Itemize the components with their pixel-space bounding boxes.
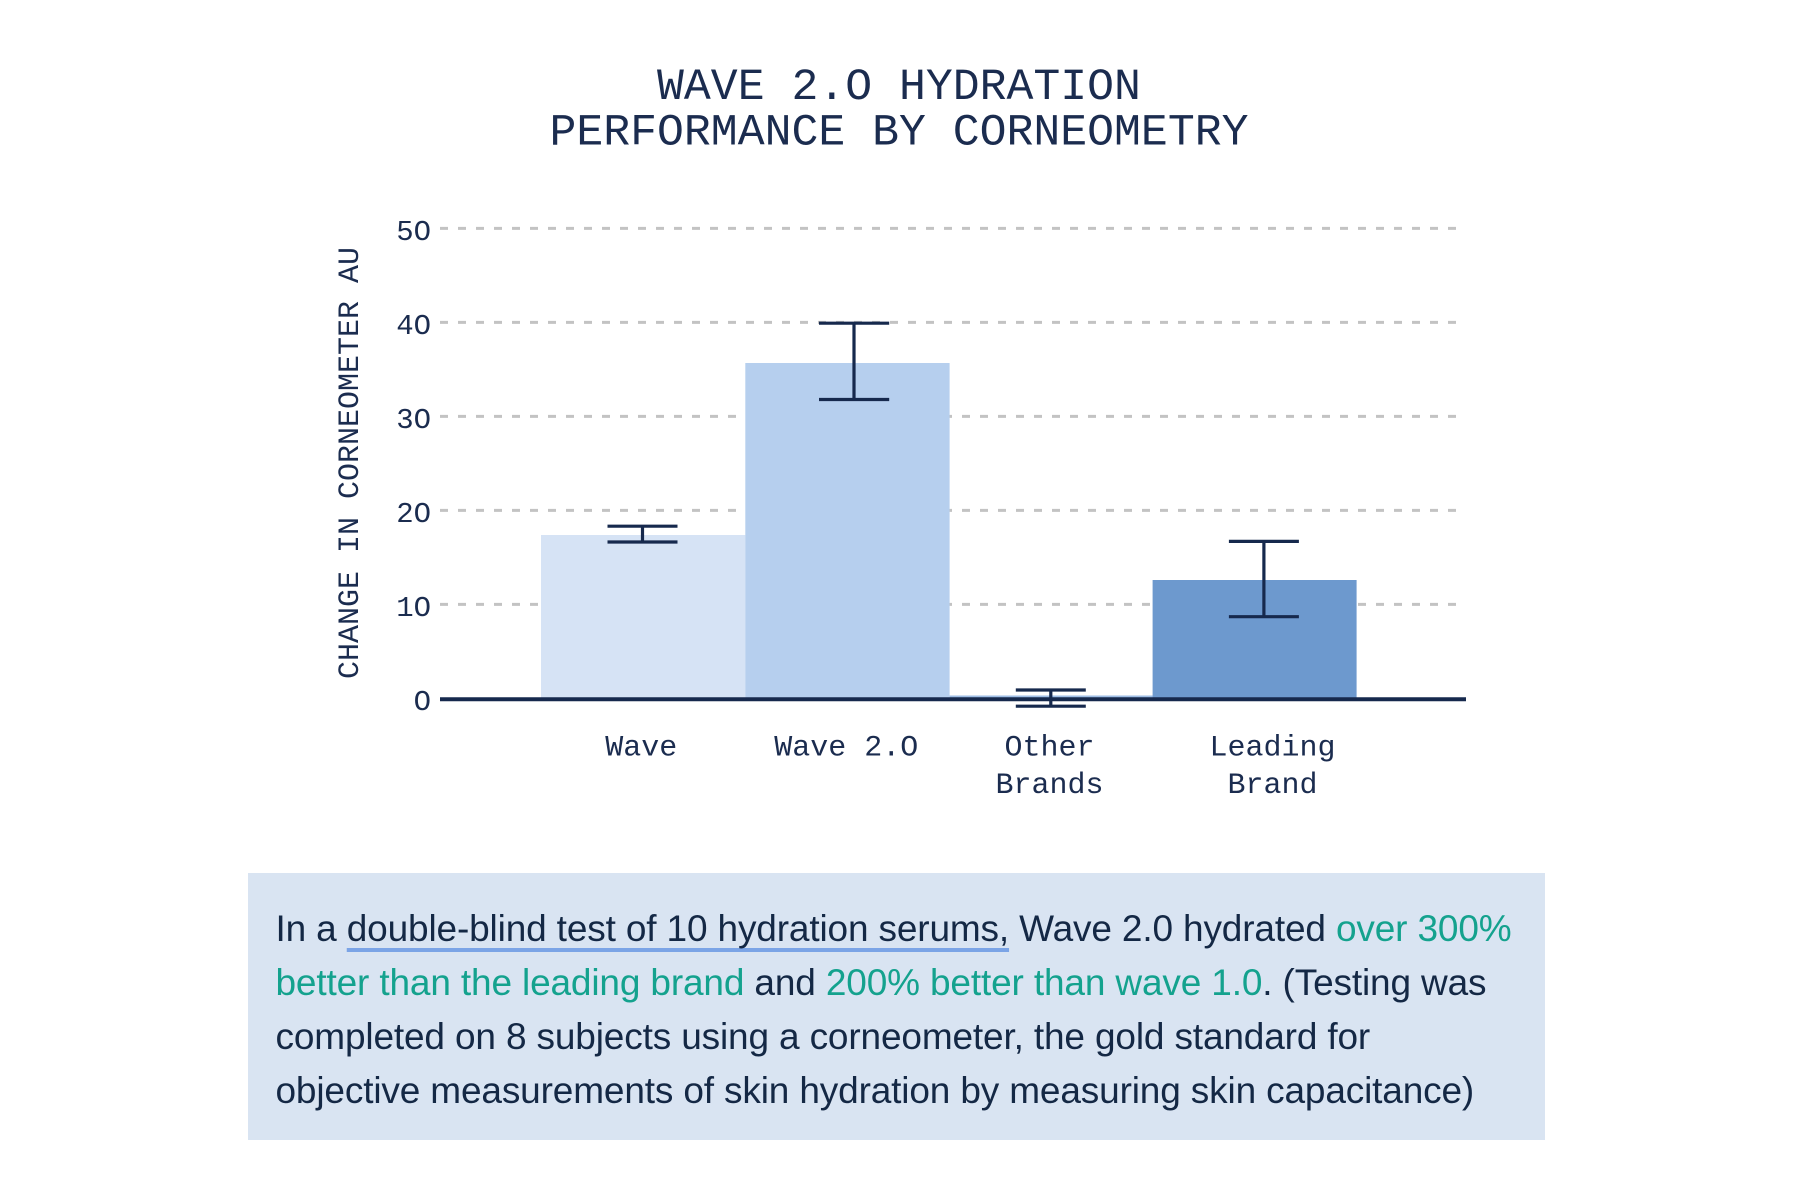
svg-text:Leading: Leading [1209,732,1335,766]
svg-text:PERFORMANCE BY CORNEOMETRY: PERFORMANCE BY CORNEOMETRY [550,109,1249,159]
svg-text:Wave 2.O: Wave 2.O [774,732,918,766]
svg-text:Brands: Brands [995,769,1103,803]
svg-text:Wave: Wave [605,732,677,766]
svg-text:WAVE 2.O HYDRATION: WAVE 2.O HYDRATION [657,63,1141,113]
svg-text:2O: 2O [396,498,431,531]
svg-text:1O: 1O [396,592,431,625]
svg-text:5O: 5O [396,216,431,249]
svg-text:CHANGE IN CORNEOMETER AU: CHANGE IN CORNEOMETER AU [334,247,368,679]
svg-text:O: O [414,686,431,719]
svg-text:4O: 4O [396,310,431,343]
svg-text:Brand: Brand [1227,769,1317,803]
svg-text:Other: Other [1004,732,1094,766]
svg-text:3O: 3O [396,404,431,437]
